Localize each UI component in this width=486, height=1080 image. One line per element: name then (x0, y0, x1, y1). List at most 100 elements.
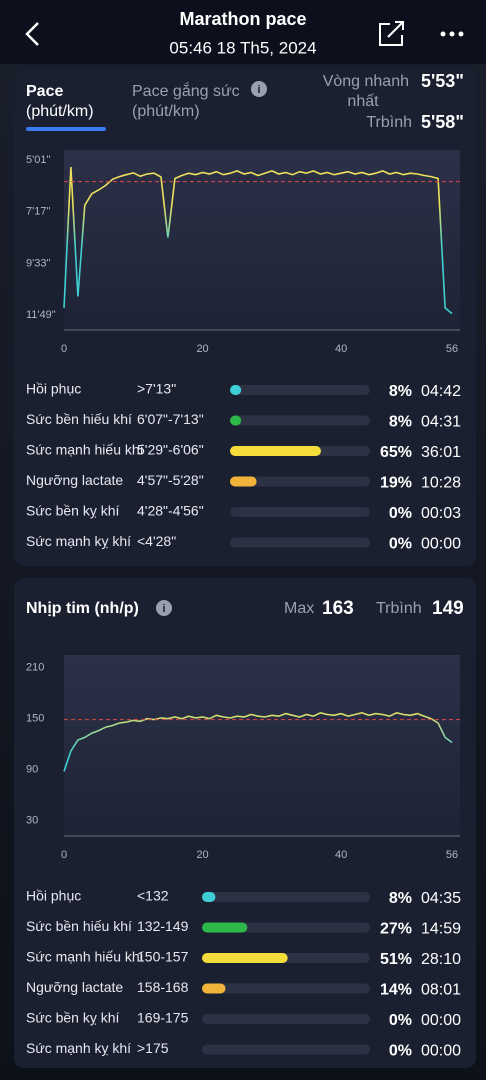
zone-name: Hồi phục (26, 888, 81, 904)
zone-name: Sức mạnh kỵ khí (26, 1040, 131, 1056)
zone-name: Hồi phục (26, 381, 81, 397)
y-tick-label: 5'01" (26, 154, 50, 166)
zone-bar (202, 953, 288, 963)
zone-name: Sức mạnh hiếu khí (26, 442, 144, 458)
zone-track (230, 537, 370, 548)
zone-bar (202, 983, 226, 994)
zone-percent: 0% (389, 536, 412, 553)
zone-range: >175 (137, 1040, 169, 1056)
zone-time: 08:01 (421, 982, 461, 999)
tab-underline (26, 127, 106, 131)
x-tick-label: 40 (335, 343, 347, 355)
zone-percent: 0% (389, 1012, 412, 1029)
zone-range: 5'29"-6'06" (137, 442, 204, 458)
title: Marathon pace (179, 9, 306, 29)
y-tick-label: 7'17" (26, 206, 50, 218)
average-label: Trbình (376, 600, 422, 617)
zone-bar (202, 922, 248, 933)
zone-time: 14:59 (421, 921, 461, 938)
zone-range: <132 (137, 888, 169, 904)
zone-percent: 51% (380, 951, 412, 968)
zone-time: 04:31 (421, 414, 461, 431)
data-line (63, 711, 453, 772)
zone-percent: 0% (389, 1043, 412, 1060)
zone-bar (230, 385, 242, 395)
zone-range: 150-157 (137, 949, 189, 965)
back-button[interactable] (25, 22, 39, 46)
zone-time: 00:00 (421, 1012, 461, 1029)
zone-bar (230, 476, 257, 487)
average-value: 5'58" (421, 112, 464, 132)
tab-label[interactable]: Pace (26, 83, 63, 100)
zone-bar (202, 892, 216, 902)
zone-track (202, 892, 370, 902)
info-icon[interactable] (251, 81, 267, 97)
zone-name: Sức bền hiếu khí (26, 918, 132, 934)
average-label: Trbình (366, 114, 412, 131)
zone-track (202, 1044, 370, 1055)
tab-unit[interactable]: (phút/km) (132, 103, 200, 120)
x-tick-label: 20 (196, 343, 208, 355)
zone-time: 00:00 (421, 1043, 461, 1060)
data-line (63, 167, 453, 315)
zone-track (202, 1014, 370, 1024)
x-tick-label: 40 (335, 849, 347, 861)
zone-time: 00:03 (421, 505, 461, 522)
plot-area (64, 150, 460, 330)
zone-track (230, 507, 370, 517)
y-tick-label: 11'49" (26, 309, 56, 321)
zone-percent: 8% (389, 414, 412, 431)
zone-time: 00:00 (421, 536, 461, 553)
fastest-label: Vòng nhanh (323, 73, 409, 90)
zone-percent: 19% (380, 475, 412, 492)
plot-area (64, 655, 460, 836)
zone-track (230, 385, 370, 395)
zone-time: 04:35 (421, 890, 461, 907)
y-tick-label: 150 (26, 713, 44, 725)
zone-percent: 27% (380, 921, 412, 938)
y-tick-label: 9'33" (26, 257, 50, 269)
zone-track (230, 415, 370, 426)
y-tick-label: 210 (26, 662, 44, 674)
zone-name: Sức bền hiếu khí (26, 411, 132, 427)
zone-name: Sức mạnh kỵ khí (26, 533, 131, 549)
zone-percent: 0% (389, 505, 412, 522)
info-glyph: i (257, 84, 260, 96)
zone-name: Ngưỡng lactate (26, 979, 123, 995)
zone-range: 4'28"-4'56" (137, 503, 204, 519)
x-tick-label: 20 (196, 849, 208, 861)
zone-time: 10:28 (421, 475, 461, 492)
zone-range: 6'07"-7'13" (137, 411, 204, 427)
zone-name: Ngưỡng lactate (26, 472, 123, 488)
x-tick-label: 0 (61, 849, 67, 861)
y-tick-label: 90 (26, 764, 38, 776)
zone-time: 36:01 (421, 444, 461, 461)
zone-range: 158-168 (137, 979, 189, 995)
zone-range: >7'13" (137, 381, 176, 397)
zone-percent: 65% (380, 444, 412, 461)
subtitle: 05:46 18 Th5, 2024 (169, 38, 316, 57)
zone-time: 28:10 (421, 951, 461, 968)
tab-unit[interactable]: (phút/km) (26, 103, 94, 120)
zone-percent: 8% (389, 890, 412, 907)
y-tick-label: 30 (26, 815, 38, 827)
hr-title: Nhịp tim (nh/p) (26, 600, 139, 617)
zone-name: Sức bền kỵ khí (26, 503, 120, 519)
top-bar (0, 0, 486, 64)
zone-bar (230, 415, 242, 426)
zone-percent: 8% (389, 383, 412, 400)
zone-track (230, 476, 370, 487)
zone-range: 4'57"-5'28" (137, 472, 204, 488)
share-button[interactable] (379, 21, 404, 46)
fastest-value: 5'53" (421, 71, 464, 91)
max-value: 163 (322, 598, 354, 619)
more-button[interactable] (440, 31, 464, 37)
info-icon[interactable] (156, 600, 172, 616)
fastest-label: nhất (347, 93, 379, 110)
average-value: 149 (432, 598, 464, 619)
zone-name: Sức mạnh hiếu khí (26, 949, 144, 965)
max-label: Max (284, 600, 314, 617)
info-glyph: i (162, 603, 165, 615)
tab-label[interactable]: Pace gắng sức (132, 81, 240, 100)
